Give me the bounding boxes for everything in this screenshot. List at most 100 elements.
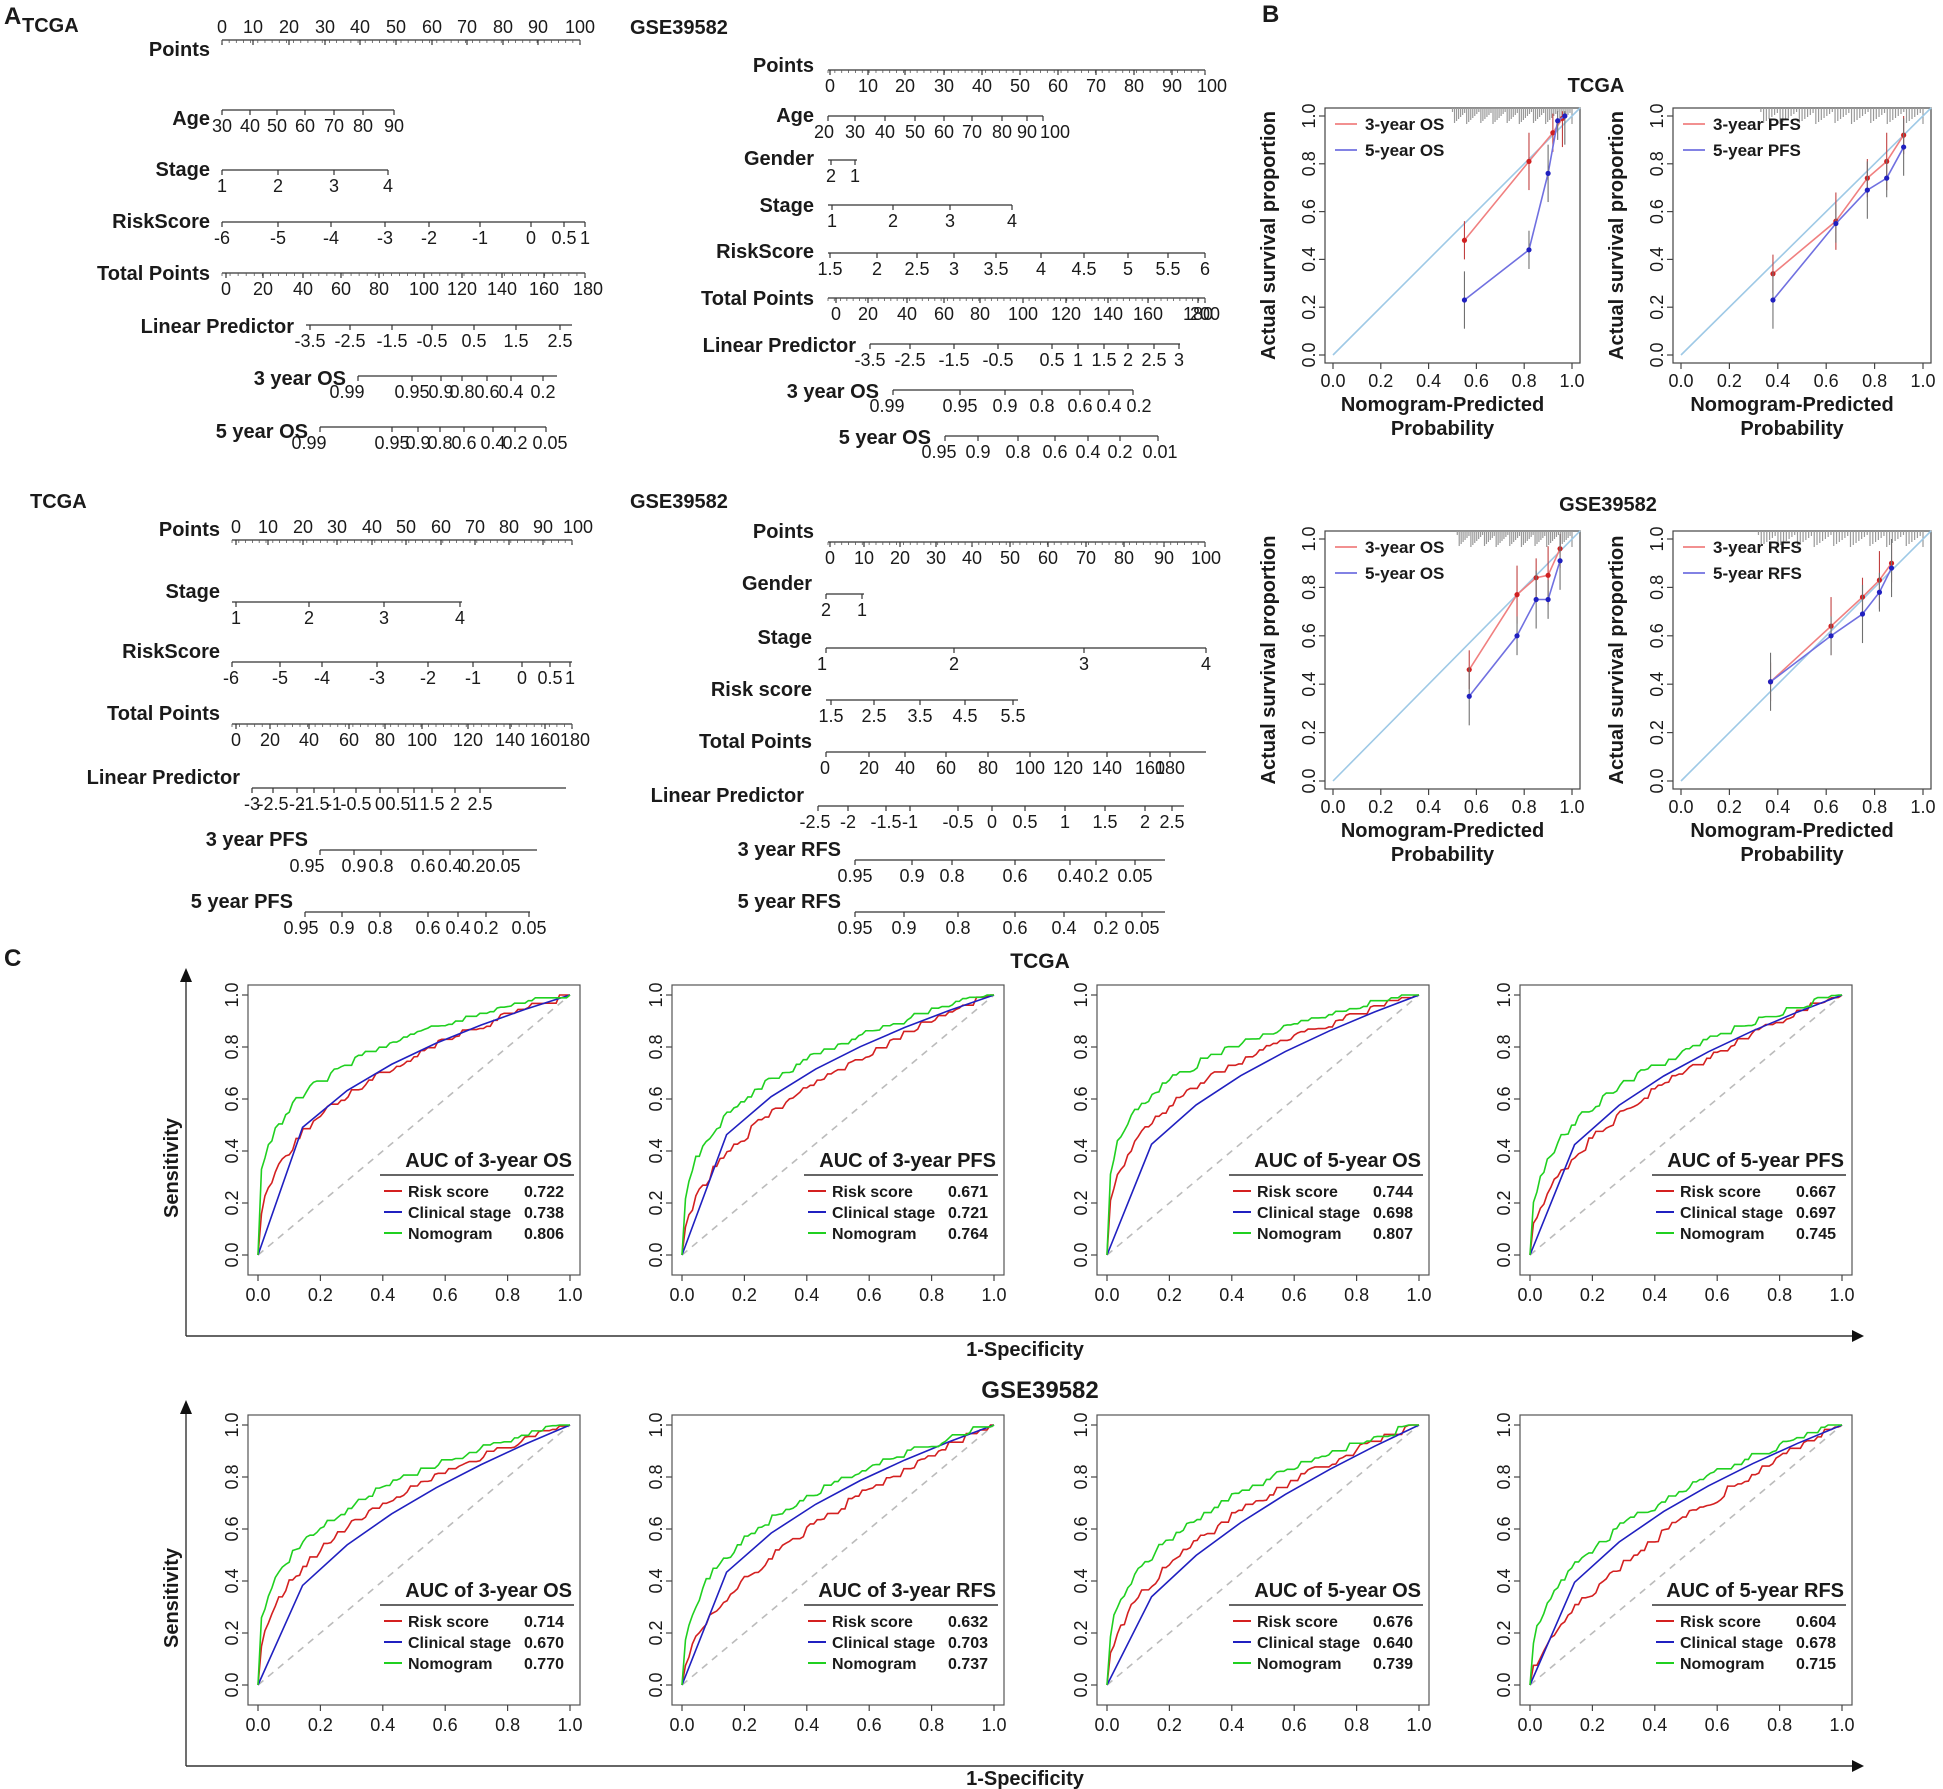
roc-legend-auc: 0.715 [1796, 1656, 1836, 1673]
nomogram-tick-label: 1 [580, 228, 590, 248]
nomogram-tick-label: 100 [1040, 122, 1070, 142]
nomogram-tick-label: 40 [962, 548, 982, 568]
calibration-xlabel: Probability [1391, 418, 1495, 440]
calibration-point [1864, 187, 1870, 193]
roc-auc-title: AUC of 5-year OS [1254, 1150, 1421, 1172]
roc-xtick-label: 0.6 [433, 1285, 458, 1305]
nomogram-tick-label: 3 [945, 211, 955, 231]
nomogram-tick-label: 120 [453, 730, 483, 750]
nomogram-title-nomo2: TCGA [30, 491, 87, 513]
nomogram-tick-label: 5 [1123, 259, 1133, 279]
nomogram-tick-label: 0 [987, 812, 997, 832]
calibration-series-line [1468, 548, 1561, 671]
roc-ytick-label: 0.0 [646, 1242, 666, 1267]
roc-xtick-label: 0.2 [1580, 1715, 1605, 1735]
calibration-ytick-label: 0.6 [1647, 623, 1667, 648]
nomogram-tick-label: 100 [1197, 76, 1227, 96]
calibration-xlabel: Nomogram-Predicted [1690, 394, 1893, 416]
nomogram-tick-label: 1 [565, 668, 575, 688]
roc-legend-auc: 0.764 [948, 1226, 988, 1243]
nomogram-tick-label: 0 [825, 76, 835, 96]
nomogram-tick-label: 3 [329, 176, 339, 196]
calibration-xlabel: Nomogram-Predicted [1690, 820, 1893, 842]
nomogram-tick-label: 2 [1123, 350, 1133, 370]
roc-xtick-label: 0.2 [732, 1715, 757, 1735]
nomogram-row-label: Total Points [97, 263, 210, 285]
roc-ytick-label: 1.0 [222, 982, 242, 1007]
nomogram-tick-label: 0.6 [1002, 918, 1027, 938]
nomogram-tick-label: 20 [859, 758, 879, 778]
calibration-point [1550, 130, 1556, 136]
calibration-plot-frame [1324, 530, 1581, 790]
calibration-ytick-label: 0.0 [1647, 768, 1667, 793]
calibration-ylabel: Actual survival proportion [1258, 536, 1280, 785]
roc-legend-name: Clinical stage [408, 1205, 511, 1222]
roc-curve [1106, 1424, 1419, 1686]
roc-xtick-label: 0.2 [1157, 1715, 1182, 1735]
calibration-ytick-label: 0.2 [1299, 295, 1319, 320]
roc-xtick-label: 0.2 [732, 1285, 757, 1305]
nomogram-tick-label: 30 [845, 122, 865, 142]
nomogram-tick-label: 0.2 [1126, 396, 1151, 416]
roc-xtick-label: 0.4 [1642, 1285, 1667, 1305]
calibration-xtick-label: 0.6 [1464, 371, 1489, 391]
calibration-point [1555, 118, 1561, 124]
roc-ytick-label: 0.8 [222, 1034, 242, 1059]
nomogram-tick-label: -2.5 [799, 812, 830, 832]
nomogram-tick-label: 40 [895, 758, 915, 778]
nomogram-tick-label: 180 [573, 279, 603, 299]
roc-ytick-label: 0.2 [1494, 1620, 1514, 1645]
nomogram-tick-label: -6 [214, 228, 230, 248]
roc-auc-title: AUC of 5-year OS [1254, 1580, 1421, 1602]
roc-legend-auc: 0.806 [524, 1226, 564, 1243]
nomogram-tick-label: 60 [422, 17, 442, 37]
nomogram-tick-label: 0.2 [1107, 442, 1132, 462]
nomogram-tick-label: 1 [1073, 350, 1083, 370]
nomogram-tick-label: 0.4 [1096, 396, 1121, 416]
roc-curve [1529, 994, 1843, 1256]
roc-xtick-label: 0.8 [1344, 1715, 1369, 1735]
nomogram-tick-label: 60 [934, 304, 954, 324]
roc-legend-auc: 0.698 [1373, 1205, 1413, 1222]
roc-ytick-label: 0.8 [646, 1464, 666, 1489]
nomogram-tick-label: -2.5 [257, 794, 288, 814]
nomogram-tick-label: 0.8 [367, 918, 392, 938]
nomogram-tick-label: 0.8 [1029, 396, 1054, 416]
calibration-ytick-label: 0.2 [1647, 720, 1667, 745]
roc-legend-name: Risk score [832, 1614, 913, 1631]
roc-plot-frame [1096, 1414, 1430, 1706]
nomogram-tick-label: 20 [253, 279, 273, 299]
roc-legend-auc: 0.676 [1373, 1614, 1413, 1631]
nomogram-row-label: RiskScore [122, 641, 220, 663]
nomogram-tick-label: 30 [934, 76, 954, 96]
nomogram-tick-label: 20 [858, 304, 878, 324]
nomogram-tick-label: 0.9 [899, 866, 924, 886]
nomogram-row-label: 3 year RFS [738, 839, 841, 861]
roc-ytick-label: 0.2 [222, 1190, 242, 1215]
roc-legend-auc: 0.744 [1373, 1184, 1413, 1201]
roc-ylabel-gse: Sensitivity [161, 1547, 183, 1648]
nomogram-tick-label: 0.9 [891, 918, 916, 938]
calibration-point [1526, 247, 1532, 253]
nomogram-tick-label: 80 [1124, 76, 1144, 96]
roc-plot-frame [247, 1414, 581, 1706]
calibration-legend-label: 3-year PFS [1713, 115, 1801, 134]
roc-auc-title: AUC of 3-year OS [405, 1580, 572, 1602]
nomogram-tick-label: -3.5 [854, 350, 885, 370]
nomogram-tick-label: 30 [315, 17, 335, 37]
nomogram-tick-label: 1.5 [817, 259, 842, 279]
roc-ytick-label: 0.2 [222, 1620, 242, 1645]
roc-ytick-label: 0.8 [1494, 1464, 1514, 1489]
nomogram-tick-label: 0 [221, 279, 231, 299]
roc-plot-frame [1519, 1414, 1853, 1706]
nomogram-tick-label: 20 [895, 76, 915, 96]
nomogram-tick-label: 2 [450, 794, 460, 814]
roc-ytick-label: 1.0 [1071, 1412, 1091, 1437]
nomogram-tick-label: -3 [244, 794, 260, 814]
nomogram-tick-label: 2.5 [904, 259, 929, 279]
nomogram-tick-label: 5.5 [1000, 706, 1025, 726]
roc-xtick-label: 0.4 [794, 1285, 819, 1305]
roc-legend-name: Clinical stage [1257, 1205, 1360, 1222]
roc-legend-auc: 0.703 [948, 1635, 988, 1652]
calibration-xtick-label: 0.6 [1814, 797, 1839, 817]
